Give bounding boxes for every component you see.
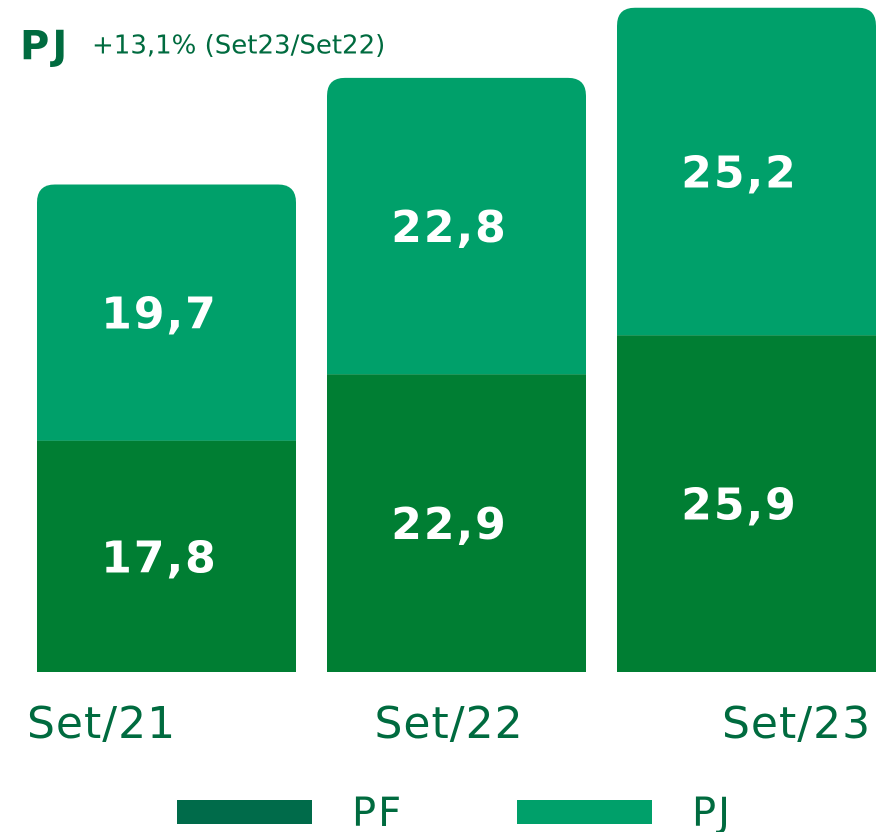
value-label: 22,8 xyxy=(391,202,508,253)
bar-segment xyxy=(327,77,586,375)
legend-swatch xyxy=(177,800,312,824)
x-tick-label: Set/21 xyxy=(27,698,176,749)
bar-segment xyxy=(37,440,296,672)
value-label: 25,9 xyxy=(681,480,798,531)
value-label: 25,2 xyxy=(681,148,798,199)
legend-label: PJ xyxy=(692,790,732,832)
chart-subtitle: +13,1% (Set23/Set22) xyxy=(92,31,385,61)
legend-swatch xyxy=(517,800,652,824)
x-tick-label: Set/22 xyxy=(375,698,524,749)
bar-segment xyxy=(617,7,876,336)
chart-title: PJ xyxy=(20,23,70,69)
bar-segment xyxy=(37,184,296,441)
value-label: 19,7 xyxy=(101,289,218,340)
value-label: 22,9 xyxy=(391,499,508,550)
bar-segment xyxy=(617,335,876,672)
x-tick-label: Set/23 xyxy=(722,698,871,749)
value-label: 17,8 xyxy=(101,532,218,583)
bar-segment xyxy=(327,374,586,672)
legend-label: PF xyxy=(352,790,403,832)
